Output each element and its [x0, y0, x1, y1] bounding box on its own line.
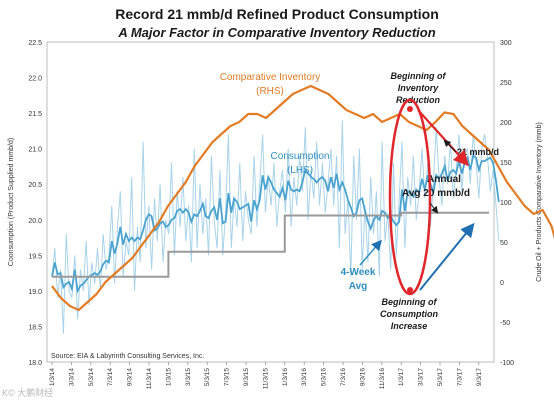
- label-beginning-consumption-increase: Increase: [391, 321, 428, 331]
- y-right-tick-label: 0: [500, 280, 504, 287]
- y-left-tick-label: 18.5: [28, 324, 42, 331]
- label-4-week: 4-Week: [341, 267, 376, 278]
- label-beginning-inventory-reduction: Beginning of: [391, 71, 447, 81]
- y-left-tick-label: 18.0: [28, 360, 42, 367]
- comparative-inventory-line: [51, 84, 554, 312]
- y-right-tick-label: 50: [500, 240, 508, 247]
- label-21-mmbd: 21 mmb/d: [457, 147, 499, 157]
- consumption-trend-arrow: [419, 222, 475, 291]
- y-right-tick-label: -100: [500, 360, 514, 367]
- consumption-4-week-avg-line: [51, 154, 500, 294]
- y-right-axis-label: Crude Oil + Products Comparative Invento…: [536, 122, 543, 282]
- x-tick-label: 7/3/16: [340, 368, 347, 386]
- consumption-weekly-line: [51, 120, 500, 334]
- label-beginning-inventory-reduction: Inventory: [398, 83, 440, 93]
- x-tick-label: 5/3/15: [204, 368, 211, 386]
- x-tick-label: 9/3/16: [359, 368, 366, 386]
- inventory-trend-arrow: [417, 109, 469, 167]
- label-annual: Annual: [427, 174, 461, 185]
- watermark: K© 大鹏财经: [2, 388, 54, 398]
- x-tick-label: 1/3/14: [49, 368, 56, 386]
- x-tick-label: 5/3/17: [437, 368, 444, 386]
- label-comparative-inventory: Comparative Inventory: [220, 72, 321, 83]
- plot-frame: [46, 41, 495, 363]
- label-beginning-consumption-increase: Beginning of: [382, 297, 438, 307]
- y-left-tick-label: 22.0: [28, 76, 42, 83]
- x-tick-label: 7/3/14: [107, 368, 114, 386]
- source-note: Source: EIA & Labyrinth Consulting Servi…: [51, 353, 204, 360]
- y-left-tick-label: 20.5: [28, 182, 42, 189]
- y-right-tick-label: 150: [500, 160, 512, 167]
- y-left-tick-label: 22.5: [28, 40, 42, 47]
- annual-avg-line: [52, 211, 489, 278]
- x-tick-label: 9/3/15: [243, 368, 250, 386]
- y-left-tick-label: 20.0: [28, 218, 42, 225]
- y-right-tick-label: 250: [500, 80, 512, 87]
- annual-avg-pointer-arrow: [429, 202, 439, 214]
- x-tick-label: 11/3/14: [146, 368, 153, 390]
- label-consumption-lhs: (LHS): [287, 165, 313, 176]
- y-right-tick-label: 200: [500, 120, 512, 127]
- y-left-axis-label: Coonsumption (Product Supplied mmb/d): [8, 138, 15, 266]
- x-tick-label: 5/3/16: [321, 368, 328, 386]
- x-tick-label: 9/3/14: [127, 368, 134, 386]
- marker-inventory-peak: [407, 106, 413, 112]
- chart-title: Record 21 mmb/d Refined Product Consumpt…: [115, 6, 439, 22]
- x-tick-label: 1/3/15: [165, 368, 172, 386]
- y-right-tick-label: 300: [500, 40, 512, 47]
- y-left-tick-label: 19.0: [28, 289, 42, 296]
- x-tick-label: 3/3/17: [418, 368, 425, 386]
- x-tick-label: 11/3/16: [379, 368, 386, 390]
- y-right-tick-label: -50: [500, 320, 510, 327]
- four-week-pointer-arrow: [359, 239, 382, 266]
- label-beginning-consumption-increase: Consumption: [380, 309, 438, 319]
- x-tick-label: 11/3/15: [262, 368, 269, 390]
- x-tick-label: 9/3/17: [476, 368, 483, 386]
- x-tick-label: 1/3/17: [398, 368, 405, 386]
- x-tick-label: 5/3/14: [88, 368, 95, 386]
- chart-subtitle: A Major Factor in Comparative Inventory …: [118, 25, 436, 40]
- label-annual-avg: Avg 20 mmb/d: [402, 188, 470, 199]
- label-4-week-avg: Avg: [349, 281, 368, 292]
- marker-consumption-low: [407, 287, 413, 293]
- y-left-tick-label: 19.5: [28, 253, 42, 260]
- x-tick-label: 3/3/15: [185, 368, 192, 386]
- x-tick-label: 3/3/16: [301, 368, 308, 386]
- label-comparative-inventory-rhs: (RHS): [256, 86, 284, 97]
- x-tick-label: 7/3/15: [224, 368, 231, 386]
- record-pointer-arrow: [443, 139, 457, 153]
- highlight-ellipse: [388, 98, 432, 296]
- label-consumption: Consumption: [271, 151, 330, 162]
- label-beginning-inventory-reduction: Reduction: [396, 95, 441, 105]
- x-tick-label: 7/3/17: [456, 368, 463, 386]
- y-left-tick-label: 21.5: [28, 111, 42, 118]
- y-right-tick-label: 100: [500, 200, 512, 207]
- y-left-tick-label: 21.0: [28, 147, 42, 154]
- x-tick-label: 1/3/16: [282, 368, 289, 386]
- x-tick-label: 3/3/14: [68, 368, 75, 386]
